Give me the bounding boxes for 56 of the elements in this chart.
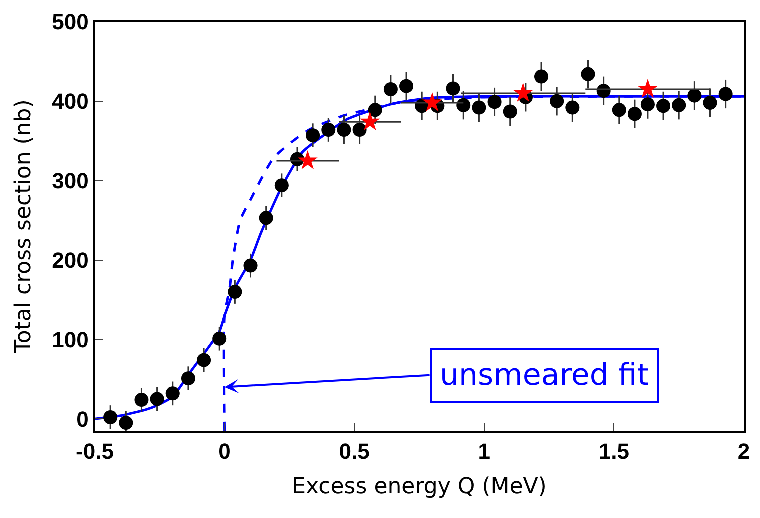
x-tick-label: -0.5 xyxy=(76,439,114,464)
point xyxy=(228,285,242,300)
point xyxy=(703,96,718,110)
x-tick-label: 2 xyxy=(738,439,750,464)
point xyxy=(212,332,227,346)
point xyxy=(298,150,318,170)
y-tick-label: 500 xyxy=(52,10,89,35)
point xyxy=(640,98,655,112)
point xyxy=(400,79,414,94)
x-axis-title: Excess energy Q (MeV) xyxy=(292,474,547,500)
point xyxy=(352,123,367,138)
point xyxy=(306,128,320,143)
point xyxy=(166,386,180,401)
point xyxy=(566,100,580,115)
point xyxy=(259,211,274,226)
point xyxy=(368,103,382,118)
point xyxy=(384,82,398,96)
x-tick-label: 0 xyxy=(218,439,231,464)
point xyxy=(672,98,686,112)
y-tick-label: 400 xyxy=(52,89,89,114)
y-axis-title: Total cross section (nb) xyxy=(11,100,36,354)
point xyxy=(360,112,380,131)
point xyxy=(244,258,258,273)
point xyxy=(181,372,196,386)
point xyxy=(581,67,596,82)
point xyxy=(612,103,626,118)
y-tick-label: 100 xyxy=(52,327,89,352)
x-tick-label: 0.5 xyxy=(339,439,370,464)
point xyxy=(322,123,336,138)
point xyxy=(488,95,502,110)
point xyxy=(718,87,733,102)
point xyxy=(337,123,352,138)
point xyxy=(134,393,149,408)
point xyxy=(446,82,460,96)
y-tick-label: 300 xyxy=(52,168,89,194)
y-tick-label: 200 xyxy=(52,248,89,273)
point xyxy=(688,88,702,103)
point xyxy=(656,99,671,114)
point xyxy=(628,107,642,122)
point xyxy=(472,100,486,115)
y-tick-label: 0 xyxy=(76,406,89,432)
x-tick-label: 1.5 xyxy=(598,439,630,464)
point xyxy=(503,104,518,119)
point xyxy=(513,82,534,102)
point xyxy=(119,416,134,430)
point xyxy=(274,178,289,193)
point xyxy=(197,353,212,368)
point xyxy=(638,79,658,98)
point xyxy=(456,98,471,112)
point xyxy=(150,392,164,406)
annotation: unsmeared fit xyxy=(440,358,650,393)
point xyxy=(550,94,564,108)
x-tick-label: 1 xyxy=(478,439,491,464)
point xyxy=(534,70,549,84)
point xyxy=(104,410,118,424)
point xyxy=(422,92,442,112)
